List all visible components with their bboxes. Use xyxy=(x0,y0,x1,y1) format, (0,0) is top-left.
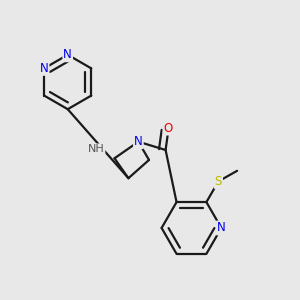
Text: N: N xyxy=(217,221,226,235)
Text: N: N xyxy=(63,48,72,61)
Text: O: O xyxy=(164,122,173,135)
Text: N: N xyxy=(40,62,49,75)
Text: N: N xyxy=(134,135,143,148)
Text: NH: NH xyxy=(88,144,104,154)
Text: S: S xyxy=(215,175,222,188)
